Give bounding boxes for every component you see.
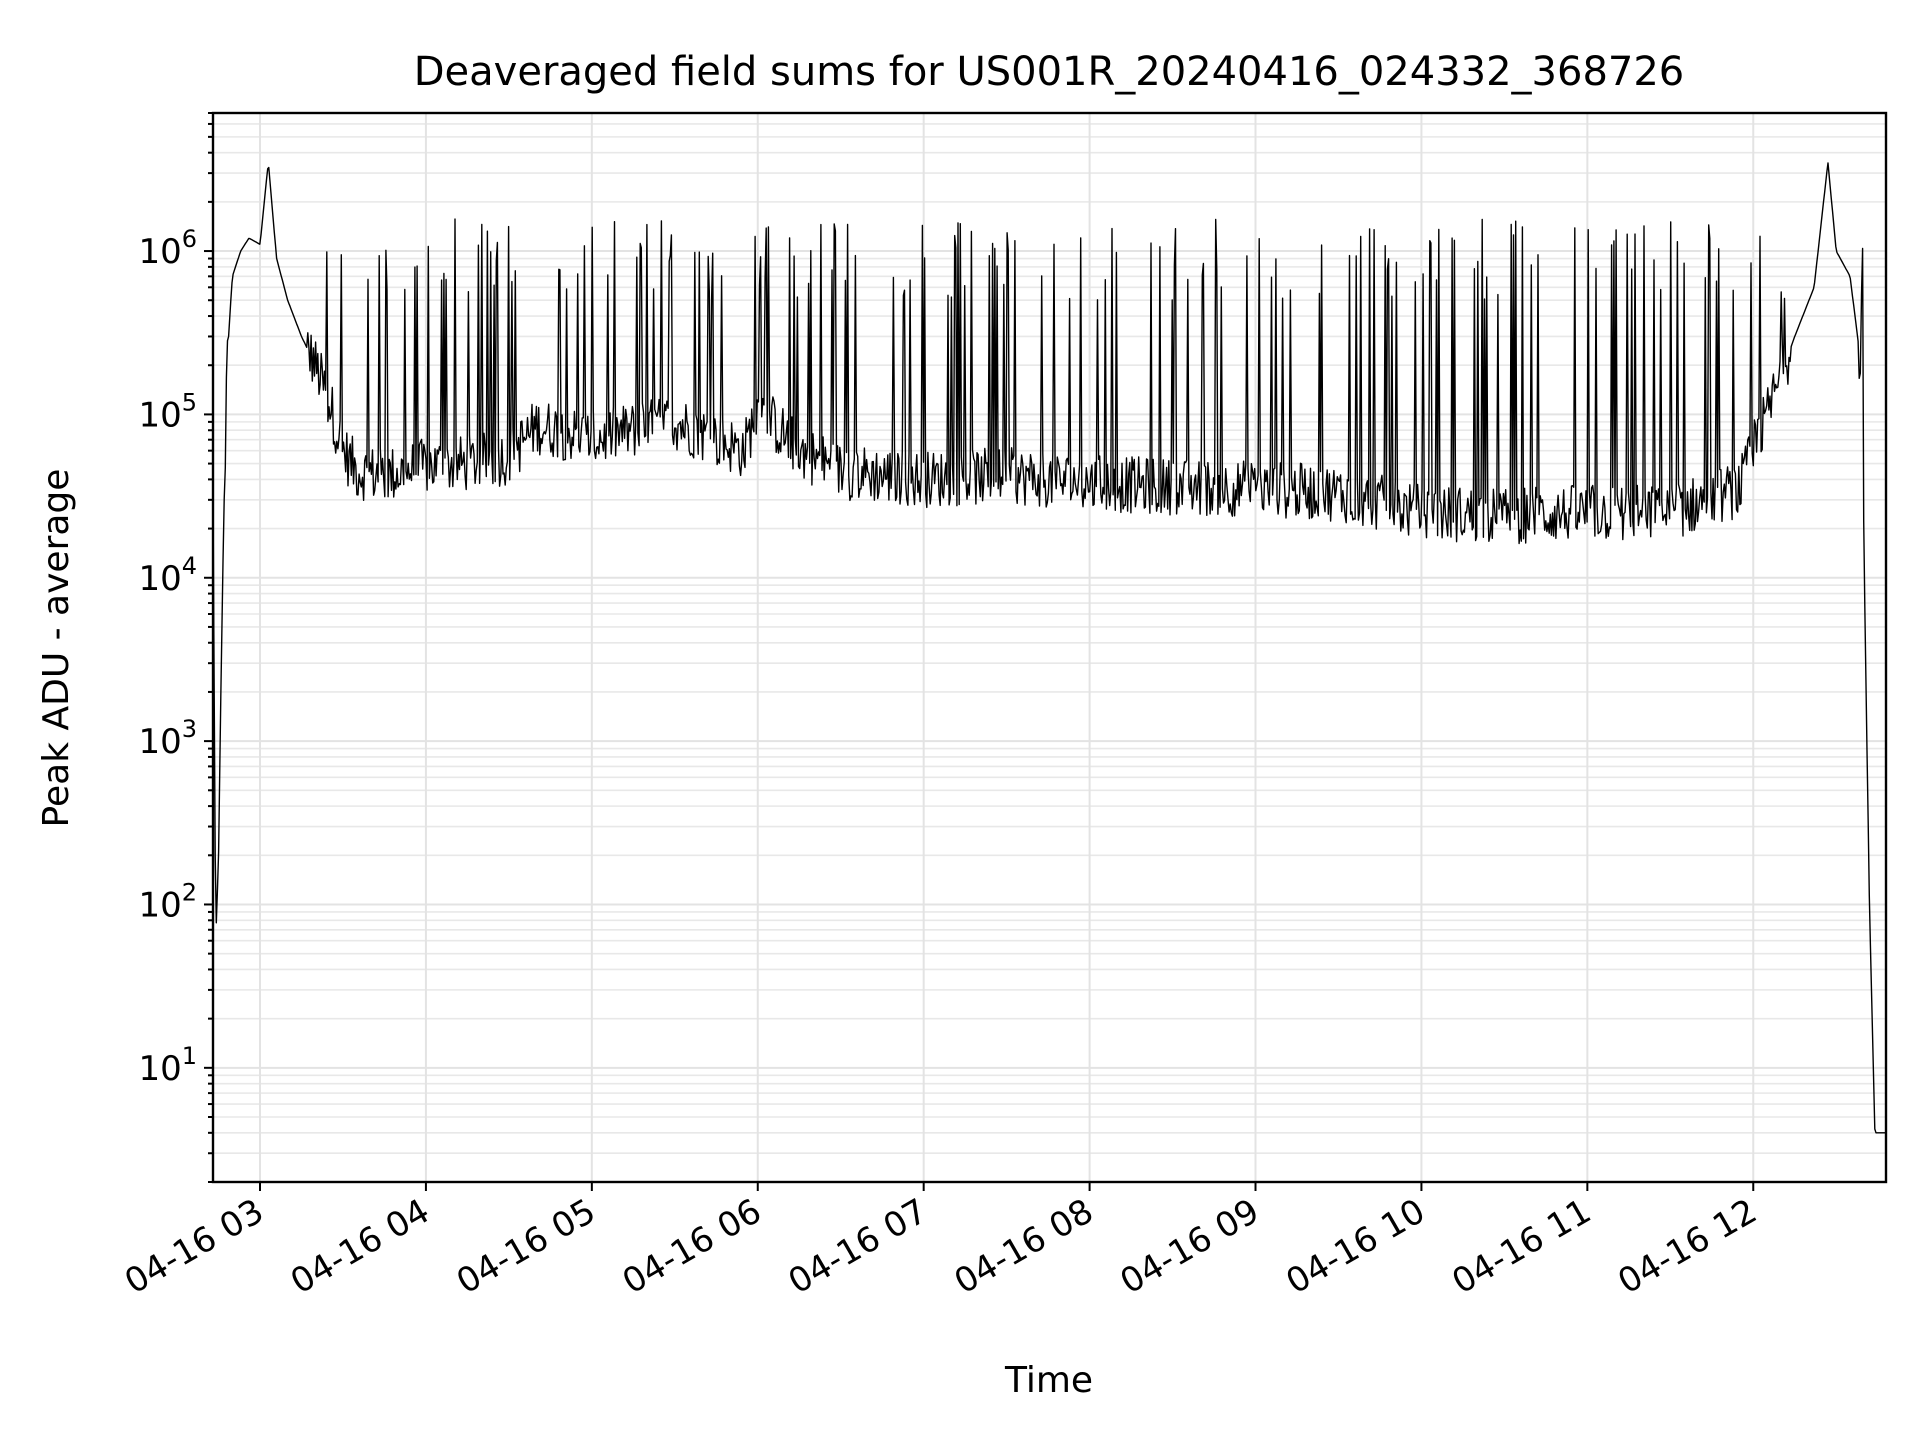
plot-frame — [211, 111, 1888, 1184]
tick-marks — [204, 112, 1755, 1191]
minor-gridlines — [213, 112, 1886, 1183]
y-tick-labels: 101 102 103 104 105 106 — [138, 225, 197, 1089]
y-tick-label: 103 — [138, 715, 197, 762]
y-tick-label: 101 — [138, 1042, 197, 1089]
y-tick-label: 102 — [138, 878, 197, 925]
y-tick-label: 104 — [138, 552, 197, 599]
y-axis-label: Peak ADU - average — [36, 469, 77, 828]
chart-title: Deaveraged field sums for US001R_2024041… — [414, 49, 1685, 95]
series-layer — [212, 162, 1886, 1134]
series-line-0 — [212, 162, 1886, 1134]
y-tick-label: 105 — [138, 388, 197, 435]
y-tick-label: 106 — [138, 225, 197, 272]
x-axis-label: Time — [1004, 1360, 1093, 1401]
